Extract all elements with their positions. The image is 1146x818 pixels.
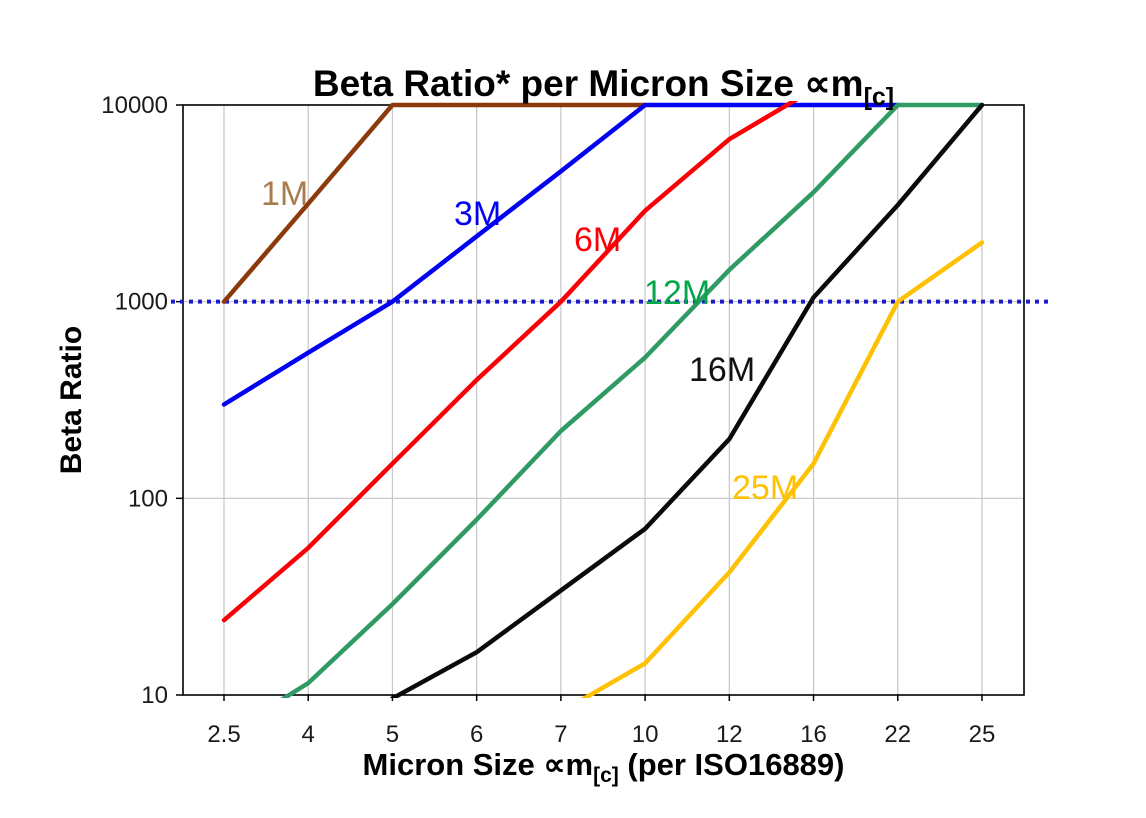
x-axis-title-subscript: [c] bbox=[593, 764, 619, 787]
x-axis-title-post: (per ISO16889) bbox=[618, 747, 845, 782]
x-axis-title: Micron Size ∝m[c] (per ISO16889) bbox=[183, 747, 1024, 788]
series-label-25M: 25M bbox=[732, 469, 798, 507]
x-tick-label: 6 bbox=[470, 721, 483, 748]
series-label-1M: 1M bbox=[261, 175, 308, 213]
x-tick-label: 7 bbox=[554, 721, 567, 748]
series-label-12M: 12M bbox=[644, 274, 710, 312]
series-label-6M: 6M bbox=[574, 221, 621, 259]
x-tick-label: 10 bbox=[632, 721, 659, 748]
y-tick-label: 10000 bbox=[101, 92, 168, 119]
series-label-3M: 3M bbox=[454, 195, 501, 233]
x-tick-label: 22 bbox=[884, 721, 911, 748]
chart-title-main: Beta Ratio* per Micron Size ∝m bbox=[312, 63, 864, 104]
series-line-1M bbox=[221, 102, 648, 304]
y-tick-label: 100 bbox=[128, 485, 168, 512]
series-line-16M bbox=[390, 102, 985, 698]
x-tick-label: 25 bbox=[969, 721, 996, 748]
x-tick-label: 12 bbox=[716, 721, 743, 748]
x-tick-label: 2.5 bbox=[207, 721, 240, 748]
x-tick-label: 5 bbox=[386, 721, 399, 748]
x-tick-label: 4 bbox=[302, 721, 315, 748]
series-label-16M: 16M bbox=[689, 351, 755, 389]
chart-title-subscript: [c] bbox=[863, 83, 895, 111]
series-line-25M bbox=[580, 240, 985, 698]
x-axis-title-pre: Micron Size ∝m bbox=[362, 747, 594, 782]
y-tick-label: 10 bbox=[141, 682, 168, 709]
y-axis-title: Beta Ratio bbox=[55, 325, 88, 475]
series-line-12M bbox=[280, 102, 985, 698]
x-tick-label: 16 bbox=[800, 721, 827, 748]
y-tick-label: 1000 bbox=[115, 289, 168, 316]
series-line-6M bbox=[221, 101, 799, 623]
chart-title: Beta Ratio* per Micron Size ∝m[c] bbox=[183, 62, 1024, 112]
